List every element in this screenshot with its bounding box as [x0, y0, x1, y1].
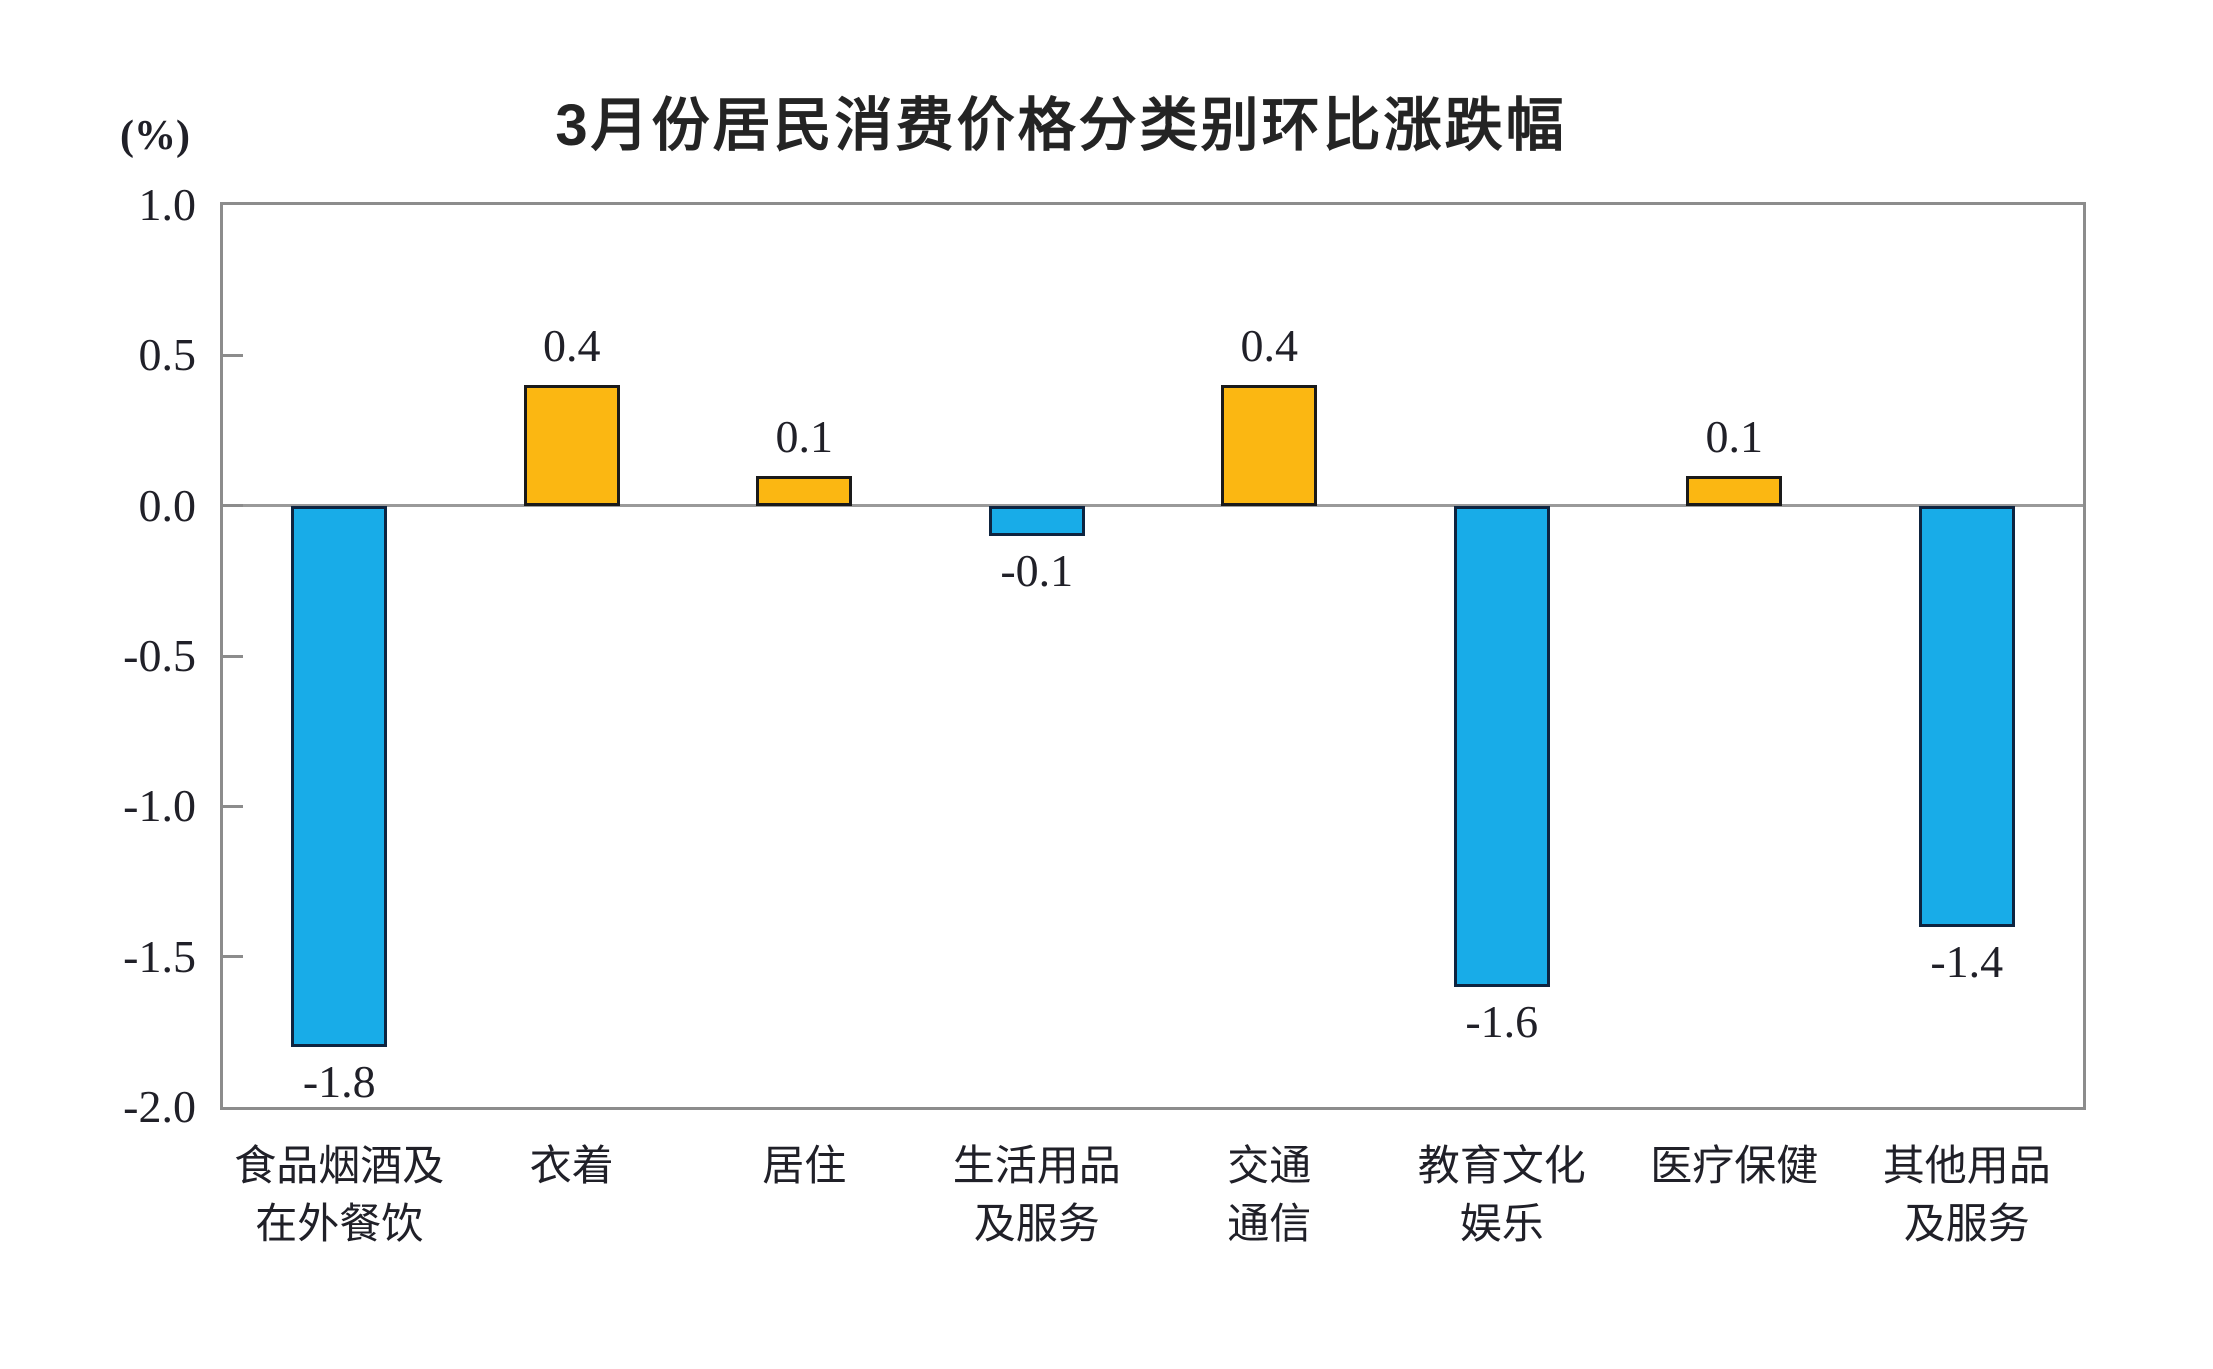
- y-tick-mark: [223, 504, 243, 508]
- plot-area: [220, 202, 2086, 1110]
- x-category-label-line: 在外餐饮: [255, 1202, 424, 1248]
- chart-title: 3月份居民消费价格分类别环比涨跌幅: [555, 93, 1567, 158]
- x-category-label: 衣着: [456, 1138, 689, 1196]
- y-tick-label: 1.0: [138, 179, 197, 230]
- y-tick-label: -1.0: [123, 780, 196, 832]
- x-category-label-line: 生活用品: [952, 1144, 1121, 1190]
- x-category-label-line: 居住: [762, 1144, 847, 1190]
- bar-value-label: -1.4: [1930, 935, 2004, 987]
- bar-value-label: 0.1: [775, 410, 834, 462]
- y-tick-mark: [223, 654, 243, 658]
- x-category-label-line: 及服务: [973, 1202, 1100, 1248]
- x-category-label: 其他用品 及服务: [1851, 1138, 2084, 1254]
- chart-bar: [1918, 505, 2015, 927]
- chart-bar: [756, 475, 853, 506]
- x-category-label-line: 食品烟酒及: [234, 1144, 445, 1190]
- y-tick-label: 0.5: [138, 329, 197, 381]
- y-tick-label: 0.0: [138, 479, 197, 531]
- bar-value-label: 0.4: [1240, 320, 1299, 372]
- x-category-label-line: 教育文化: [1417, 1144, 1586, 1190]
- x-category-label: 交通 通信: [1153, 1138, 1386, 1254]
- x-category-label-line: 通信: [1227, 1202, 1312, 1248]
- bar-value-label: 0.1: [1705, 410, 1764, 462]
- x-category-label-line: 其他用品: [1882, 1144, 2051, 1190]
- x-category-label-line: 衣着: [529, 1144, 614, 1190]
- bar-value-label: -1.8: [302, 1055, 376, 1107]
- bar-value-label: -1.6: [1465, 995, 1539, 1047]
- y-tick-mark: [223, 955, 243, 959]
- y-axis-unit-label: (%): [120, 113, 190, 159]
- chart-bar: [1221, 385, 1318, 506]
- chart-bar: [1686, 475, 1783, 506]
- chart-bar: [523, 385, 620, 506]
- x-category-label: 医疗保健: [1618, 1138, 1851, 1196]
- y-tick-label: -1.5: [123, 930, 196, 982]
- x-category-label-line: 交通: [1227, 1144, 1312, 1190]
- y-tick-label: -2.0: [123, 1081, 196, 1132]
- bar-value-label: 0.4: [543, 320, 601, 372]
- x-category-label-line: 医疗保健: [1650, 1144, 1819, 1190]
- chart-bar: [291, 505, 388, 1047]
- chart-bar: [1453, 505, 1550, 987]
- x-category-label: 居住: [688, 1138, 921, 1196]
- x-category-label: 生活用品 及服务: [921, 1138, 1154, 1254]
- y-tick-label: -0.5: [123, 630, 196, 681]
- y-tick-mark: [223, 353, 243, 357]
- x-category-label: 教育文化 娱乐: [1386, 1138, 1619, 1254]
- x-category-label-line: 娱乐: [1459, 1202, 1544, 1248]
- bar-value-label: -0.1: [1000, 544, 1074, 596]
- y-tick-mark: [223, 804, 243, 808]
- chart-bar: [988, 505, 1085, 536]
- zero-axis-line: [223, 504, 2083, 508]
- x-category-label-line: 及服务: [1903, 1202, 2030, 1248]
- x-category-label: 食品烟酒及 在外餐饮: [223, 1138, 456, 1254]
